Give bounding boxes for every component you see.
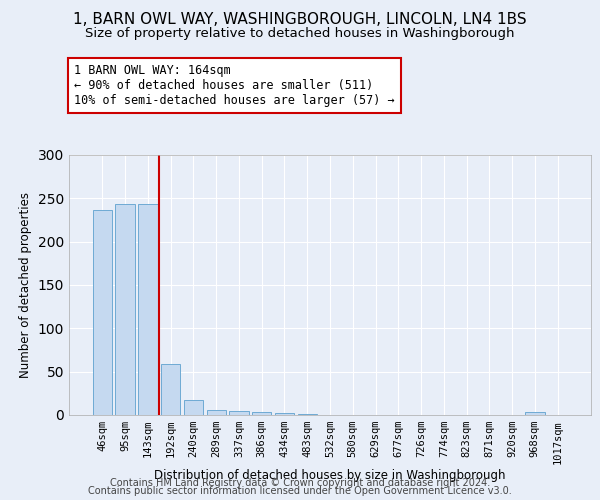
Bar	[93, 210, 112, 415]
Text: Contains public sector information licensed under the Open Government Licence v3: Contains public sector information licen…	[88, 486, 512, 496]
Bar	[275, 414, 294, 415]
Bar	[525, 412, 545, 415]
Text: Size of property relative to detached houses in Washingborough: Size of property relative to detached ho…	[85, 28, 515, 40]
Bar	[115, 204, 135, 415]
Bar	[184, 400, 203, 415]
Bar	[206, 410, 226, 415]
Bar	[138, 204, 158, 415]
Bar	[298, 414, 317, 415]
X-axis label: Distribution of detached houses by size in Washingborough: Distribution of detached houses by size …	[154, 469, 506, 482]
Bar	[252, 412, 271, 415]
Y-axis label: Number of detached properties: Number of detached properties	[19, 192, 32, 378]
Text: 1, BARN OWL WAY, WASHINGBOROUGH, LINCOLN, LN4 1BS: 1, BARN OWL WAY, WASHINGBOROUGH, LINCOLN…	[73, 12, 527, 28]
Text: 1 BARN OWL WAY: 164sqm
← 90% of detached houses are smaller (511)
10% of semi-de: 1 BARN OWL WAY: 164sqm ← 90% of detached…	[74, 64, 395, 107]
Bar	[229, 410, 248, 415]
Bar	[161, 364, 181, 415]
Text: Contains HM Land Registry data © Crown copyright and database right 2024.: Contains HM Land Registry data © Crown c…	[110, 478, 490, 488]
